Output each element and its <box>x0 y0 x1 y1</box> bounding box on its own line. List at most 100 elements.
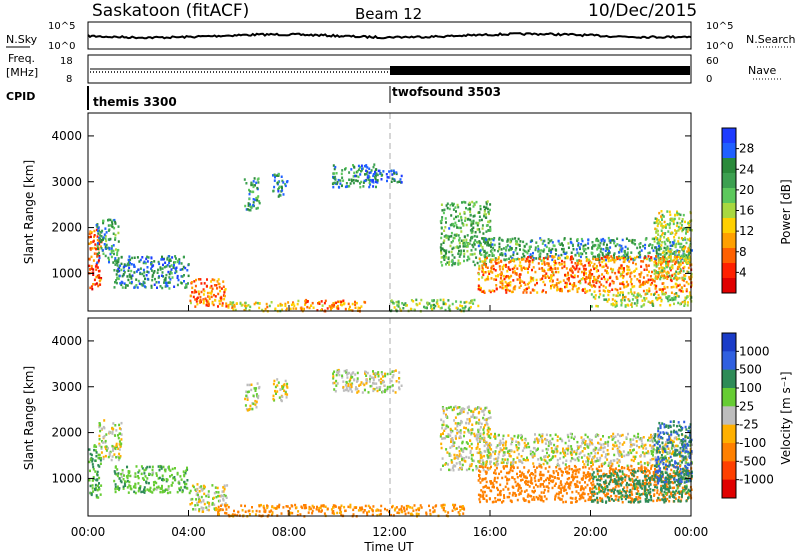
data-cell <box>621 433 624 437</box>
data-cell <box>328 304 331 308</box>
data-cell <box>598 285 601 289</box>
data-cell <box>424 306 427 310</box>
data-cell <box>468 207 471 210</box>
data-cell <box>573 282 576 285</box>
data-cell <box>415 302 418 306</box>
data-cell <box>575 267 578 270</box>
data-cell <box>271 512 274 515</box>
data-cell <box>500 259 503 263</box>
data-cell <box>199 301 202 304</box>
data-cell <box>591 458 593 461</box>
data-cell <box>542 250 545 253</box>
data-cell <box>143 281 146 285</box>
data-cell <box>562 450 564 453</box>
data-cell <box>98 438 101 441</box>
data-cell <box>94 459 97 462</box>
data-cell <box>583 463 586 466</box>
data-cell <box>683 277 686 280</box>
data-cell <box>489 208 491 212</box>
data-cell <box>576 275 579 278</box>
data-cell <box>476 451 479 454</box>
data-cell <box>653 272 656 275</box>
data-cell <box>183 274 185 277</box>
data-cell <box>469 203 471 206</box>
data-cell <box>400 384 403 387</box>
data-cell <box>471 227 474 231</box>
data-cell <box>193 280 196 283</box>
data-cell <box>681 246 684 249</box>
data-cell <box>441 406 444 409</box>
data-cell <box>596 264 598 268</box>
data-cell <box>100 247 103 250</box>
data-cell <box>482 232 485 235</box>
data-cell <box>591 251 594 255</box>
data-cell <box>618 266 621 270</box>
data-cell <box>651 457 654 461</box>
data-cell <box>599 264 602 267</box>
data-cell <box>445 234 448 237</box>
data-cell <box>186 479 189 482</box>
data-cell <box>146 277 149 281</box>
data-cell <box>515 273 518 276</box>
data-cell <box>469 439 472 442</box>
data-cell <box>272 394 275 398</box>
data-cell <box>681 220 684 223</box>
data-cell <box>459 431 462 435</box>
data-cell <box>603 239 606 242</box>
data-cell <box>579 252 582 255</box>
data-cell <box>213 503 216 506</box>
data-cell <box>642 304 645 307</box>
data-cell <box>667 249 670 253</box>
data-cell <box>98 269 101 273</box>
data-cell <box>348 307 351 311</box>
data-cell <box>586 289 589 293</box>
data-cell <box>477 287 480 291</box>
data-cell <box>459 509 462 512</box>
data-cell <box>121 469 124 472</box>
data-cell <box>174 478 177 481</box>
data-cell <box>295 506 298 509</box>
data-cell <box>96 235 99 238</box>
data-cell <box>642 289 645 293</box>
data-cell <box>595 239 598 242</box>
data-cell <box>217 282 220 285</box>
data-cell <box>224 502 227 505</box>
data-cell <box>457 259 460 262</box>
data-cell <box>433 509 436 512</box>
data-cell <box>620 250 623 253</box>
data-cell <box>687 249 690 252</box>
data-cell <box>543 263 546 266</box>
data-cell <box>462 410 465 414</box>
data-cell <box>190 281 193 284</box>
data-cell <box>507 283 510 287</box>
data-cell <box>478 421 481 424</box>
data-cell <box>586 435 589 439</box>
data-cell <box>471 299 474 302</box>
data-cell <box>429 513 432 517</box>
data-cell <box>98 276 101 279</box>
data-cell <box>443 256 446 260</box>
data-cell <box>333 167 336 171</box>
data-cell <box>257 394 260 398</box>
data-cell <box>133 490 136 494</box>
data-cell <box>616 243 619 246</box>
data-cell <box>679 263 682 266</box>
data-cell <box>104 439 107 443</box>
data-cell <box>350 179 353 183</box>
data-cell <box>522 248 525 252</box>
data-cell <box>600 283 603 286</box>
data-cell <box>171 256 174 259</box>
data-cell <box>111 455 114 458</box>
data-cell <box>588 438 591 441</box>
data-cell <box>105 231 108 234</box>
data-cell <box>206 291 209 295</box>
data-cell <box>576 288 579 291</box>
data-cell <box>465 421 468 425</box>
data-cell <box>615 304 618 307</box>
data-cell <box>611 257 614 260</box>
data-cell <box>196 296 199 299</box>
data-cell <box>114 281 116 284</box>
data-cell <box>94 283 97 286</box>
data-cell <box>137 279 140 283</box>
data-cell <box>607 436 610 439</box>
